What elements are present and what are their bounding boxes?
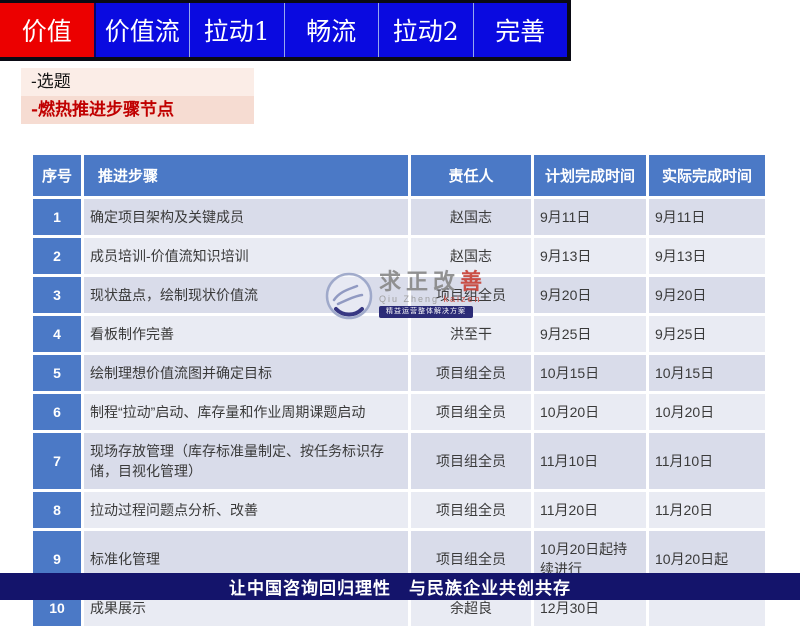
table-row: 5 绘制理想价值流图并确定目标 项目组全员 10月15日 10月15日 (33, 355, 765, 391)
table-row: 1 确定项目架构及关键成员 赵国志 9月11日 9月11日 (33, 199, 765, 235)
subtitle-steps-node: -燃热推进步骤节点 (21, 96, 254, 124)
subtitle-block: -选题 -燃热推进步骤节点 (21, 68, 254, 124)
tab-pull-2[interactable]: 拉动2 (378, 3, 473, 57)
tab-value[interactable]: 价值 (0, 3, 94, 57)
subtitle-topic: -选题 (21, 68, 254, 96)
col-header-planned-date: 计划完成时间 (534, 155, 646, 196)
col-header-index: 序号 (33, 155, 81, 196)
tab-perfect[interactable]: 完善 (472, 3, 567, 57)
table-header-row: 序号 推进步骤 责任人 计划完成时间 实际完成时间 (33, 155, 765, 196)
tab-pull-1[interactable]: 拉动1 (189, 3, 284, 57)
table-row: 4 看板制作完善 洪至干 9月25日 9月25日 (33, 316, 765, 352)
table-row: 7 现场存放管理（库存标准量制定、按任务标识存储，目视化管理） 项目组全员 11… (33, 433, 765, 489)
steps-table: 序号 推进步骤 责任人 计划完成时间 实际完成时间 1 确定项目架构及关键成员 … (30, 152, 768, 629)
tab-bar: 价值 价值流 拉动1 畅流 拉动2 完善 (0, 0, 571, 61)
footer-banner: 让中国咨询回归理性 与民族企业共创共存 (0, 573, 800, 600)
tab-flow[interactable]: 畅流 (283, 3, 378, 57)
col-header-owner: 责任人 (411, 155, 531, 196)
tab-value-stream[interactable]: 价值流 (93, 3, 189, 57)
col-header-step: 推进步骤 (84, 155, 408, 196)
table-row: 8 拉动过程问题点分析、改善 项目组全员 11月20日 11月20日 (33, 492, 765, 528)
table-row: 6 制程“拉动”启动、库存量和作业周期课题启动 项目组全员 10月20日 10月… (33, 394, 765, 430)
table-row: 3 现状盘点，绘制现状价值流 项目组全员 9月20日 9月20日 (33, 277, 765, 313)
col-header-actual-date: 实际完成时间 (649, 155, 765, 196)
table-row: 2 成员培训-价值流知识培训 赵国志 9月13日 9月13日 (33, 238, 765, 274)
